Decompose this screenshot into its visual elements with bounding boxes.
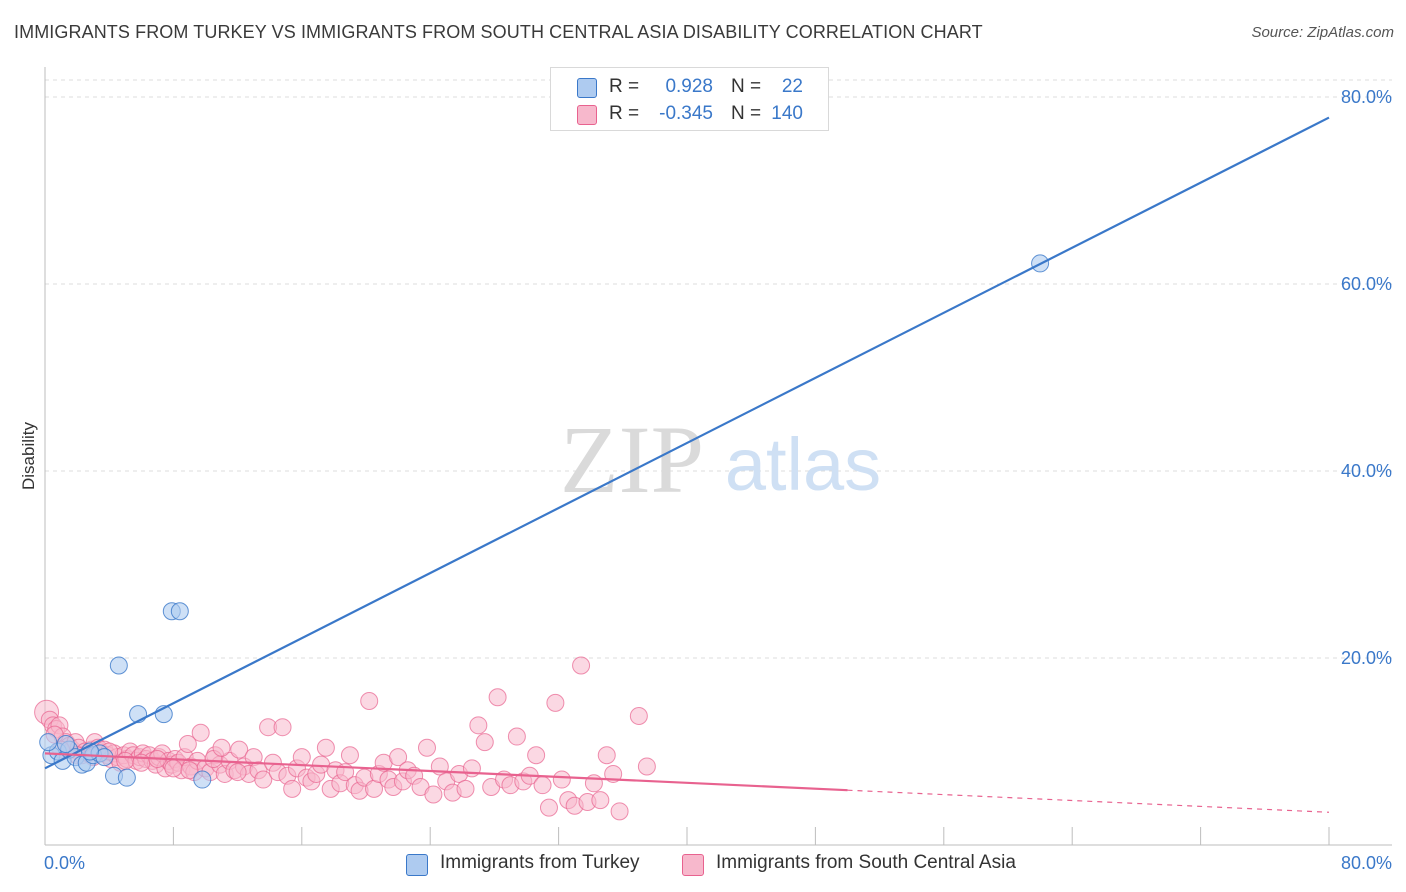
legend-n-value: 140 <box>771 103 803 124</box>
data-point-south-central-asia <box>273 718 292 737</box>
axes <box>44 67 1392 846</box>
legend-row-turkey: R = 0.928 N = 22 <box>551 74 828 100</box>
data-point-south-central-asia <box>283 779 302 798</box>
data-point-south-central-asia <box>629 706 648 725</box>
legend-swatch-pink <box>577 105 597 125</box>
data-point-south-central-asia <box>475 733 494 752</box>
data-point-south-central-asia <box>572 656 591 675</box>
y-axis-label: Disability <box>19 421 38 490</box>
data-point-south-central-asia <box>389 748 408 767</box>
legend-swatch-blue <box>577 78 597 98</box>
data-point-south-central-asia <box>178 735 197 754</box>
data-point-south-central-asia <box>212 738 231 757</box>
x-tick-label-min: 0.0% <box>44 853 85 873</box>
data-point-south-central-asia <box>597 746 616 765</box>
watermark-atlas: atlas <box>725 423 881 506</box>
legend-swatch-blue <box>406 854 428 876</box>
data-point-turkey <box>56 735 75 754</box>
source-label: Source: ZipAtlas.com <box>1251 24 1394 41</box>
data-point-south-central-asia <box>424 785 443 804</box>
data-point-south-central-asia <box>456 779 475 798</box>
data-point-south-central-asia <box>527 746 546 765</box>
data-point-south-central-asia <box>507 727 526 746</box>
data-point-south-central-asia <box>228 763 247 782</box>
data-point-south-central-asia <box>116 751 135 770</box>
data-point-turkey <box>193 770 212 789</box>
data-point-turkey <box>39 733 58 752</box>
data-point-turkey <box>109 656 128 675</box>
data-point-south-central-asia <box>610 802 629 821</box>
y-tick-label: 20.0% <box>1341 648 1392 668</box>
series-turkey-points <box>39 254 1050 789</box>
chart-title: IMMIGRANTS FROM TURKEY VS IMMIGRANTS FRO… <box>14 22 983 42</box>
legend-n-label: N = <box>731 103 762 124</box>
legend-r-label: R = <box>609 76 640 97</box>
data-point-south-central-asia <box>533 776 552 795</box>
legend-label-south-central-asia: Immigrants from South Central Asia <box>716 852 1016 873</box>
watermark: ZIP atlas <box>560 406 881 513</box>
data-point-south-central-asia <box>292 748 311 767</box>
data-point-south-central-asia <box>637 757 656 776</box>
trend-line-south-central-asia <box>44 752 848 792</box>
legend-n-value: 22 <box>781 76 803 97</box>
data-point-south-central-asia <box>360 692 379 711</box>
data-point-south-central-asia <box>417 738 436 757</box>
data-point-south-central-asia <box>469 716 488 735</box>
legend-row-south-central-asia: R = -0.345 N = 140 <box>551 101 828 127</box>
y-tick-label: 60.0% <box>1341 274 1392 294</box>
data-point-south-central-asia <box>340 746 359 765</box>
data-point-turkey <box>117 768 136 787</box>
data-point-south-central-asia <box>539 798 558 817</box>
data-point-south-central-asia <box>591 791 610 810</box>
legend-label-turkey: Immigrants from Turkey <box>440 852 640 873</box>
data-point-south-central-asia <box>191 723 210 742</box>
legend-n-label: N = <box>731 76 762 97</box>
data-point-south-central-asia <box>552 770 571 789</box>
trend-line-south-central-asia-extension <box>847 789 1330 813</box>
data-point-south-central-asia <box>365 779 384 798</box>
y-tick-label: 80.0% <box>1341 87 1392 107</box>
data-point-south-central-asia <box>316 738 335 757</box>
stats-legend: R = 0.928 N = 22 R = -0.345 N = 140 <box>550 67 829 131</box>
x-tick-label-max: 80.0% <box>1341 853 1392 873</box>
legend-r-label: R = <box>609 103 640 124</box>
legend-r-value: 0.928 <box>665 76 713 97</box>
gridlines <box>45 79 1392 659</box>
data-point-south-central-asia <box>254 770 273 789</box>
series-south-central-asia-points <box>34 656 656 821</box>
legend-swatch-pink <box>682 854 704 876</box>
data-point-south-central-asia <box>546 693 565 712</box>
legend-r-value: -0.345 <box>659 103 713 124</box>
trend-line-turkey <box>44 116 1330 770</box>
trend-lines <box>44 116 1330 813</box>
data-point-south-central-asia <box>488 688 507 707</box>
data-point-turkey <box>170 602 189 621</box>
data-point-south-central-asia <box>180 761 199 780</box>
data-point-south-central-asia <box>230 740 249 759</box>
y-tick-label: 40.0% <box>1341 461 1392 481</box>
data-point-south-central-asia <box>164 759 183 778</box>
tick-labels: 20.0% 40.0% 60.0% 80.0% 0.0% 80.0% <box>44 87 1392 873</box>
